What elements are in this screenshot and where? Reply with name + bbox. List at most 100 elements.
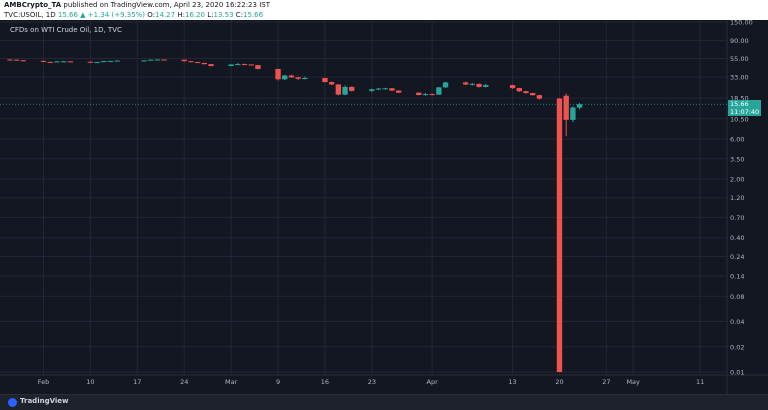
x-tick-label: Feb <box>38 378 50 386</box>
chart-title: CFDs on WTI Crude Oil, 1D, TVC <box>10 26 122 34</box>
x-tick-label: 11 <box>696 378 704 386</box>
candle-body <box>322 78 328 83</box>
candle-body <box>101 61 107 63</box>
y-tick-label: 2.00 <box>730 176 744 184</box>
candle-body <box>67 61 73 63</box>
candle-body <box>570 107 576 120</box>
candle-body <box>114 60 120 62</box>
candle-body <box>342 86 348 95</box>
y-tick-label: 90.00 <box>730 37 749 45</box>
candle-body <box>462 82 469 85</box>
bar-countdown: 11:07:40 <box>730 108 760 117</box>
candle-body <box>20 60 27 62</box>
candle-body <box>288 75 295 78</box>
candle-body <box>389 88 395 91</box>
x-tick-label: Apr <box>427 378 439 386</box>
low-label: L: <box>207 11 214 19</box>
y-tick-label: 1.20 <box>730 194 744 202</box>
candle-body <box>576 104 583 108</box>
open-label: O: <box>147 11 156 19</box>
x-tick-label: 23 <box>368 378 376 386</box>
candle-body <box>241 64 248 66</box>
candle-body <box>483 85 489 87</box>
y-tick-label: 0.24 <box>730 253 744 261</box>
candle-body <box>476 83 482 87</box>
publish-text: published on TradingView.com, April 23, … <box>61 1 270 9</box>
candle-body <box>228 64 234 66</box>
candle-body <box>47 61 53 63</box>
price-chart[interactable]: 150.00 90.00 55.00 33.00 18.50 10.50 6.00 3.50 2… <box>0 0 768 394</box>
y-tick-label: 150.00 <box>730 19 753 27</box>
candle-body <box>349 86 355 91</box>
tradingview-brand[interactable]: TradingView <box>20 397 69 405</box>
candle-body <box>60 61 67 63</box>
tradingview-logo-icon[interactable] <box>8 398 17 407</box>
candle-body <box>563 95 569 120</box>
x-tick-label: 10 <box>86 378 94 386</box>
y-tick-label: 0.04 <box>730 318 744 326</box>
candle-body <box>429 94 435 96</box>
candle-body <box>235 64 241 66</box>
candle-body <box>529 93 536 96</box>
symbol-label: TVC:USOIL, 1D <box>4 11 56 19</box>
candle-body <box>282 75 288 80</box>
close-label: C: <box>235 11 244 19</box>
candle-body <box>295 77 301 79</box>
candle-series <box>7 59 583 372</box>
chart-panel[interactable] <box>0 20 768 394</box>
y-tick-label: 3.50 <box>730 155 744 163</box>
y-tick-label: 0.70 <box>730 214 744 222</box>
candle-body <box>94 62 100 64</box>
publish-info: AMBCrypto_TA published on TradingView.co… <box>4 0 270 10</box>
candle-body <box>335 84 342 95</box>
candle-body <box>208 64 214 66</box>
candle-body <box>375 88 382 90</box>
candle-body <box>154 59 161 61</box>
candle-body <box>422 94 429 96</box>
candle-body <box>516 88 522 92</box>
candle-body <box>442 82 449 88</box>
candle-body <box>328 82 335 85</box>
y-tick-label: 33.00 <box>730 74 749 82</box>
candle-body <box>14 59 20 61</box>
candle-body <box>556 98 563 372</box>
ohlc-legend: TVC:USOIL, 1D 15.66 ▲ +1.34 (+9.35%) O:1… <box>4 10 263 20</box>
candle-body <box>395 90 402 93</box>
current-price-value: 15.66 <box>730 100 749 109</box>
low-value: 13.53 <box>213 11 234 19</box>
x-tick-label: May <box>626 378 640 386</box>
author-name[interactable]: AMBCrypto_TA <box>4 1 62 9</box>
y-tick-label: 6.00 <box>730 136 744 144</box>
candle-body <box>302 78 308 80</box>
candle-body <box>194 62 201 64</box>
candle-body <box>469 83 476 85</box>
grid-lines <box>0 20 727 375</box>
x-axis[interactable]: Feb 10 17 24 Mar 9 16 23 Apr 13 20 27 May 11 <box>0 374 768 386</box>
candle-body <box>54 61 60 63</box>
footer: TradingView <box>0 394 768 410</box>
y-tick-label: 0.01 <box>730 369 744 377</box>
x-tick-label: 20 <box>555 378 563 386</box>
candle-body <box>201 62 208 65</box>
candle-body <box>536 95 543 99</box>
candle-body <box>248 64 254 66</box>
candle-body <box>141 60 147 62</box>
last-price: 15.66 <box>57 11 78 19</box>
candle-body <box>188 61 194 63</box>
high-label: H: <box>177 11 185 19</box>
candle-body <box>275 68 281 80</box>
y-tick-label: 10.50 <box>730 115 749 123</box>
x-tick-label: 27 <box>602 378 610 386</box>
y-axis[interactable]: 150.00 90.00 55.00 33.00 18.50 10.50 6.00 3.50 2… <box>726 19 753 395</box>
candle-body <box>7 59 13 61</box>
current-price-tag: 15.66 11:07:40 <box>728 100 762 117</box>
x-tick-label: 13 <box>508 378 516 386</box>
x-tick-label: 9 <box>276 378 280 386</box>
x-tick-label: Mar <box>225 378 238 386</box>
candle-body <box>87 61 94 63</box>
y-tick-label: 0.14 <box>730 272 744 280</box>
candle-body <box>416 92 422 95</box>
candle-body <box>436 87 442 95</box>
candle-body <box>509 85 516 89</box>
candle-body <box>382 88 388 90</box>
